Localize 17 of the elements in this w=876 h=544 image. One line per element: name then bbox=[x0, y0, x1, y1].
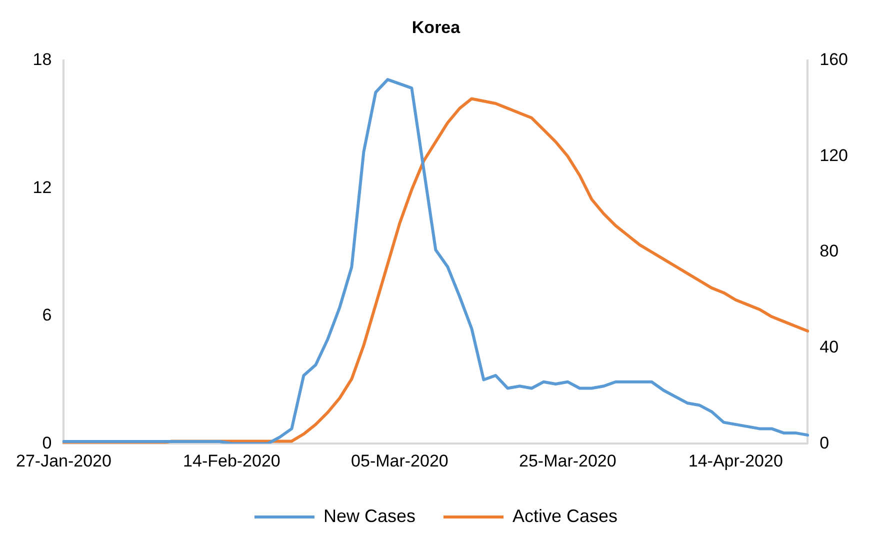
y2-tick-label: 40 bbox=[820, 337, 839, 356]
x-tick-label: 14-Apr-2020 bbox=[688, 451, 783, 470]
y-tick-label: 12 bbox=[32, 178, 52, 197]
legend-label: Active Cases bbox=[512, 506, 618, 526]
x-tick-label: 27-Jan-2020 bbox=[16, 451, 112, 470]
y2-tick-label: 0 bbox=[820, 433, 830, 452]
x-tick-label: 14-Feb-2020 bbox=[183, 451, 280, 470]
y2-tick-label: 160 bbox=[820, 50, 848, 70]
y-tick-label: 0 bbox=[42, 433, 52, 452]
y2-tick-label: 80 bbox=[820, 242, 839, 261]
y-tick-label: 6 bbox=[42, 306, 52, 325]
legend-label: New Cases bbox=[323, 506, 416, 526]
y2-tick-label: 120 bbox=[820, 146, 848, 165]
x-tick-label: 25-Mar-2020 bbox=[519, 451, 616, 470]
chart-title: Korea bbox=[412, 18, 461, 37]
y-tick-label: 18 bbox=[32, 50, 52, 70]
x-tick-label: 05-Mar-2020 bbox=[351, 451, 448, 470]
